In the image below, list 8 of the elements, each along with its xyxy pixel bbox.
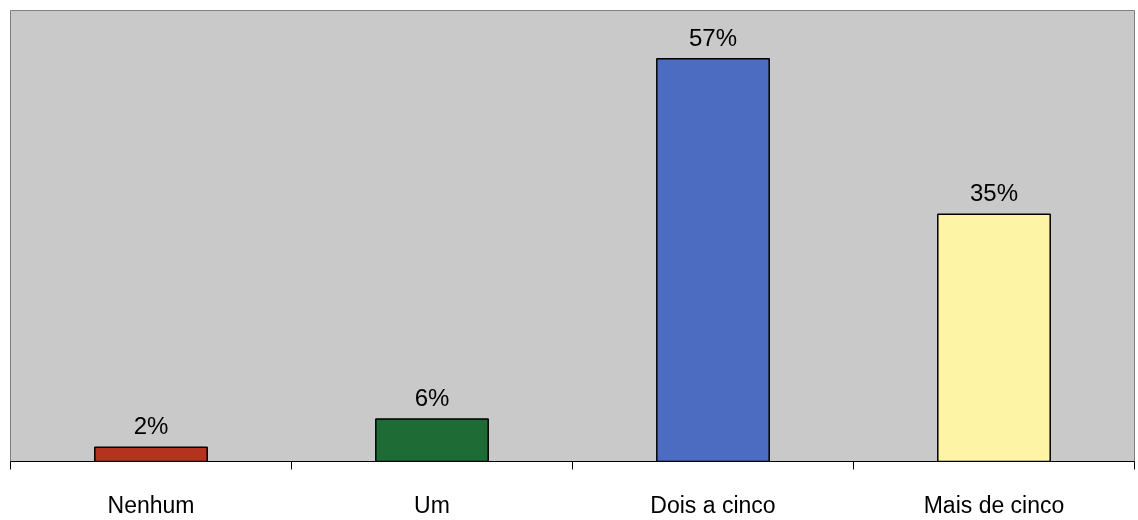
x-tick-label: Dois a cinco	[650, 491, 776, 518]
data-label: 2%	[133, 412, 169, 440]
data-label: 35%	[969, 179, 1019, 207]
x-tick-label: Nenhum	[107, 491, 195, 518]
data-label: 6%	[414, 384, 450, 412]
data-label: 57%	[688, 23, 738, 51]
x-tick-label: Um	[414, 491, 450, 518]
x-tick-label: Mais de cinco	[923, 491, 1065, 518]
